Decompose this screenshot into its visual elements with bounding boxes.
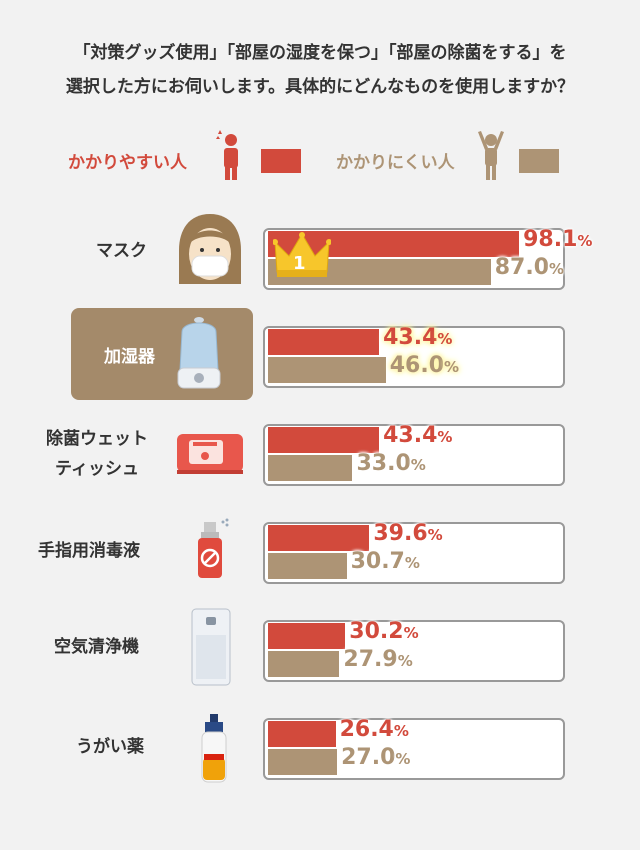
value-number: 26.4 [339,717,394,742]
title-line-1: 「対策グッズ使用」「部屋の湿度を保つ」「部屋の除菌をする」を [73,43,567,63]
crown-icon [273,232,331,277]
wet-tissue-icon [177,434,243,474]
air-purifier-icon [191,608,231,686]
value-number: 46.0 [389,353,445,378]
value-number: 30.7 [350,549,405,574]
bar-easy-air-purifier [268,623,346,649]
category-label-air-purifier: 空気清浄機 [54,637,139,657]
value-unit: % [437,428,453,446]
bar-easy-humidifier [268,329,380,355]
humidifier-icon [177,317,221,389]
legend-swatch-hard [519,149,559,173]
bar-easy-sanitizer [268,525,370,551]
category-label-mouthwash: うがい薬 [76,737,144,757]
value-number: 98.1 [523,227,578,252]
value-unit: % [404,554,420,572]
bar-hard-air-purifier [268,651,340,677]
bar-hard-mouthwash [268,749,338,775]
value-number: 33.0 [356,451,411,476]
legend-label-hard: かかりにくい人 [336,153,455,173]
person-sweating-icon [216,130,238,180]
value-label-hard-sanitizer: 30.7% [351,549,420,574]
value-label-easy-mask: 98.1% [523,227,592,252]
person-cheering-icon [478,131,504,180]
sanitizer-spray-icon [198,518,229,578]
value-number: 27.9 [343,647,398,672]
value-label-hard-humidifier: 46.0% [390,353,459,378]
value-unit: % [437,330,453,348]
legend-label-easy: かかりやすい人 [68,153,187,173]
value-label-easy-humidifier: 43.4% [383,325,452,350]
category-label-humidifier: 加湿器 [104,347,155,367]
bar-easy-wet-tissue [268,427,380,453]
bar-hard-wet-tissue [268,455,353,481]
category-label-wet-tissue: 除菌ウェット ティッシュ [32,424,162,484]
value-unit: % [549,260,565,278]
category-label-wet-tissue-line-1: 除菌ウェット [46,429,148,449]
value-label-easy-mouthwash: 26.4% [340,717,409,742]
value-label-easy-sanitizer: 39.6% [373,521,442,546]
category-label-mask: マスク [96,241,147,261]
category-label-sanitizer: 手指用消毒液 [38,541,140,561]
mask-woman-icon [179,214,241,284]
value-unit: % [444,358,460,376]
value-number: 43.4 [383,423,438,448]
value-number: 43.4 [383,325,438,350]
category-label-wet-tissue-line-2: ティッシュ [55,459,139,479]
bar-easy-mouthwash [268,721,336,747]
value-unit: % [410,456,426,474]
title-line-2: 選択した方にお伺いします。具体的にどんなものを使用しますか？ [65,77,575,97]
value-unit: % [397,652,413,670]
value-unit: % [427,526,443,544]
value-number: 27.0 [341,745,396,770]
bar-hard-sanitizer [268,553,347,579]
value-label-easy-air-purifier: 30.2% [349,619,418,644]
value-number: 87.0 [494,255,549,280]
value-unit: % [403,624,419,642]
value-number: 39.6 [373,521,428,546]
value-unit: % [577,232,593,250]
value-label-hard-wet-tissue: 33.0% [356,451,425,476]
value-number: 30.2 [349,619,404,644]
value-label-easy-wet-tissue: 43.4% [383,423,452,448]
value-label-hard-mask: 87.0% [495,255,564,280]
value-label-hard-mouthwash: 27.0% [341,745,410,770]
mouthwash-bottle-icon [201,714,227,783]
bar-hard-humidifier [268,357,386,383]
value-label-hard-air-purifier: 27.9% [343,647,412,672]
value-unit: % [395,750,411,768]
legend-swatch-easy [261,149,301,173]
value-unit: % [393,722,409,740]
highlight-box [71,308,253,400]
rank-badge-number: 1 [293,253,306,274]
